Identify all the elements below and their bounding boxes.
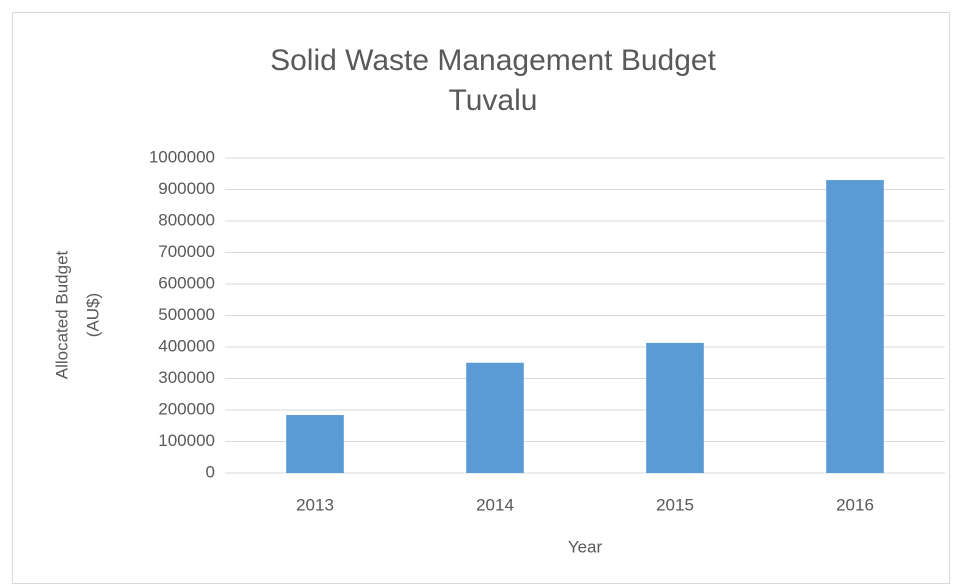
y-tick-label: 700000 — [158, 242, 215, 261]
y-tick-label: 600000 — [158, 273, 215, 292]
bar — [646, 342, 704, 473]
y-tick-label: 300000 — [158, 368, 215, 387]
chart-title: Solid Waste Management Budget — [270, 44, 716, 77]
y-tick-label: 100000 — [158, 431, 215, 450]
x-tick-label: 2014 — [476, 495, 514, 514]
chart-title: Tuvalu — [449, 84, 538, 117]
x-axis-label: Year — [568, 537, 603, 556]
y-tick-label: 1000000 — [149, 147, 215, 166]
x-tick-label: 2015 — [656, 495, 694, 514]
y-axis-label: Allocated Budget — [52, 250, 71, 379]
y-tick-label: 800000 — [158, 210, 215, 229]
bar — [826, 180, 884, 474]
y-tick-label: 900000 — [158, 179, 215, 198]
y-axis-label: (AU$) — [83, 293, 102, 337]
bar — [466, 362, 524, 473]
y-tick-label: 200000 — [158, 399, 215, 418]
x-tick-label: 2013 — [296, 495, 334, 514]
bar — [286, 415, 344, 473]
chart-border — [12, 12, 950, 584]
x-tick-label: 2016 — [836, 495, 874, 514]
y-tick-label: 0 — [206, 462, 215, 481]
y-tick-label: 500000 — [158, 305, 215, 324]
y-tick-label: 400000 — [158, 336, 215, 355]
